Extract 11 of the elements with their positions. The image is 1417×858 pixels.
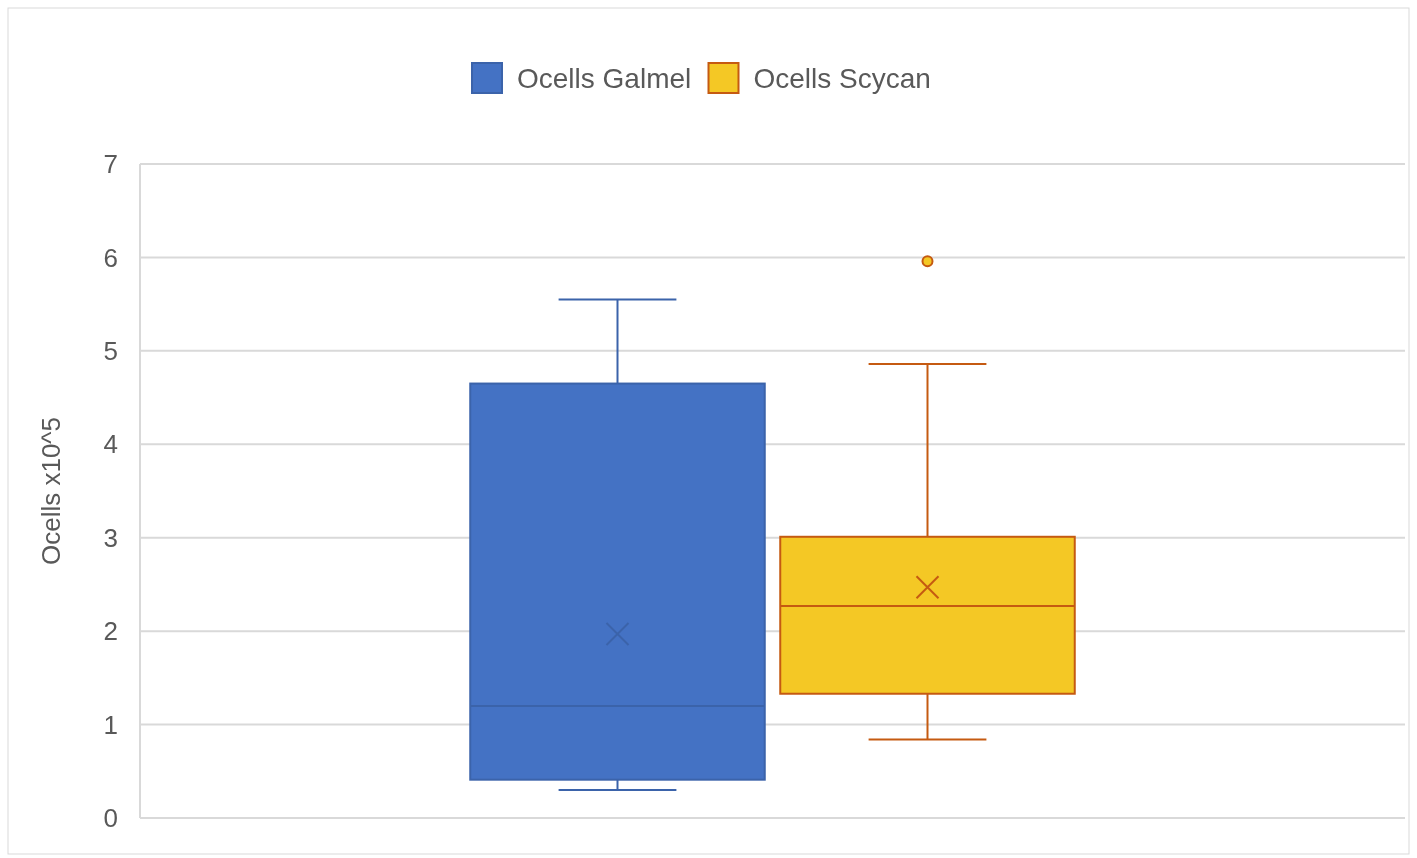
y-tick-label: 0 — [103, 803, 118, 834]
legend-label: Ocells Scycan — [753, 62, 931, 94]
y-tick-label: 7 — [103, 149, 118, 180]
legend-label: Ocells Galmel — [517, 62, 692, 94]
y-tick-label: 4 — [103, 429, 118, 460]
y-tick-label: 6 — [103, 242, 118, 273]
y-tick-label: 3 — [103, 522, 118, 553]
y-tick-label: 1 — [103, 709, 118, 740]
y-tick-label: 5 — [103, 335, 118, 366]
y-tick-label: 2 — [103, 616, 118, 647]
y-axis-title: Ocells x10^5 — [36, 416, 66, 566]
